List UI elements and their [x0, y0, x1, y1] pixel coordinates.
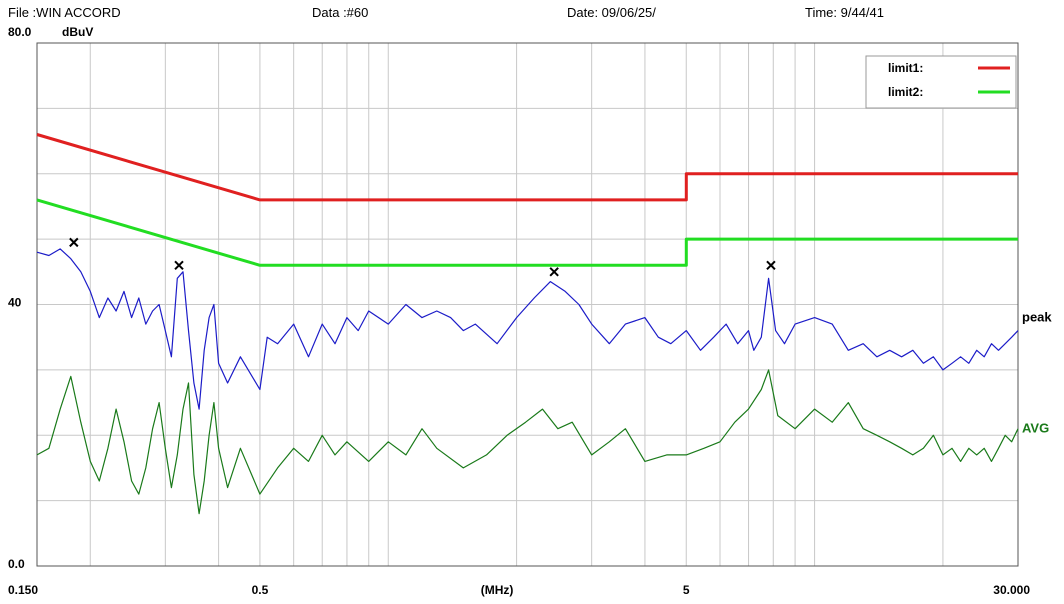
x-tick-label: (MHz)	[481, 583, 514, 597]
x-tick-label: 30.000	[993, 583, 1030, 597]
x-tick-label: 0.150	[8, 583, 38, 597]
peak-marker	[766, 260, 776, 270]
plot-frame	[36, 42, 1019, 567]
legend-box	[865, 55, 1017, 109]
peak-marker	[69, 237, 79, 248]
y-max-label: 80.0	[8, 25, 32, 39]
date-stamp: Date: 09/06/25/	[567, 5, 656, 20]
legend-label-limit1: limit1:	[888, 61, 923, 75]
peak-marker	[549, 267, 559, 277]
grid	[37, 43, 1018, 566]
time-stamp: Time: 9/44/41	[805, 5, 885, 20]
series-limit1-line	[36, 133, 1018, 202]
peak-marker	[174, 260, 184, 270]
series-label-avg: AVG	[1022, 421, 1049, 436]
x-tick-label: 0.5	[252, 583, 269, 597]
data-number: Data :#60	[312, 5, 369, 20]
series-peak-line	[36, 248, 1019, 410]
y-unit-label: dBuV	[62, 25, 94, 39]
y-tick-label: 0.0	[8, 557, 25, 571]
x-tick-label: 5	[683, 583, 690, 597]
series-label-peak: peak	[1022, 310, 1052, 325]
series-avg-line	[36, 369, 1019, 515]
legend-label-limit2: limit2:	[888, 85, 923, 99]
legend: limit1: limit2:	[865, 55, 1017, 109]
series-limit2-line	[36, 198, 1018, 267]
y-tick-label: 40	[8, 296, 22, 310]
file-name: File :WIN ACCORD	[8, 5, 121, 20]
